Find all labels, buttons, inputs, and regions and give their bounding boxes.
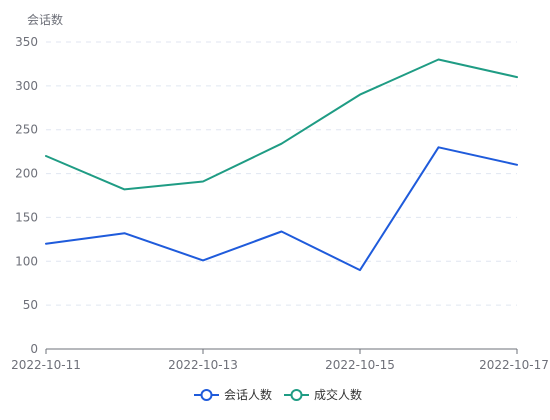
y-tick-label: 350	[15, 35, 38, 49]
series-line-1[interactable]	[45, 146, 518, 272]
x-tick-label: 2022-10-17	[479, 358, 549, 372]
legend-label: 成交人数	[314, 387, 362, 402]
axis-layer: 0 50 100 150 200 250 300 350 2022-10-11 2022-10-1…	[11, 35, 549, 372]
x-tick-label: 2022-10-11	[11, 358, 81, 372]
y-tick-label: 150	[15, 210, 38, 224]
grid-layer	[46, 41, 517, 306]
x-tick-label: 2022-10-13	[168, 358, 238, 372]
legend-item[interactable]: 成交人数	[284, 387, 362, 402]
y-tick-label: 0	[30, 342, 38, 356]
legend-label: 会话人数	[224, 387, 272, 402]
series-line-2[interactable]	[45, 58, 518, 191]
y-tick-label: 250	[15, 123, 38, 137]
legend-item[interactable]: 会话人数	[194, 387, 272, 402]
y-axis-title: 会话数	[27, 12, 63, 27]
legend-circle-icon	[200, 389, 213, 401]
y-tick-label: 100	[15, 254, 38, 268]
y-tick-label: 50	[23, 298, 38, 312]
y-tick-label: 300	[15, 79, 38, 93]
x-tick-label: 2022-10-15	[325, 358, 395, 372]
legend-circle-icon	[290, 389, 303, 401]
legend[interactable]: 会话人数 成交人数	[194, 387, 362, 402]
y-tick-label: 200	[15, 167, 38, 181]
series-layer	[45, 58, 518, 272]
